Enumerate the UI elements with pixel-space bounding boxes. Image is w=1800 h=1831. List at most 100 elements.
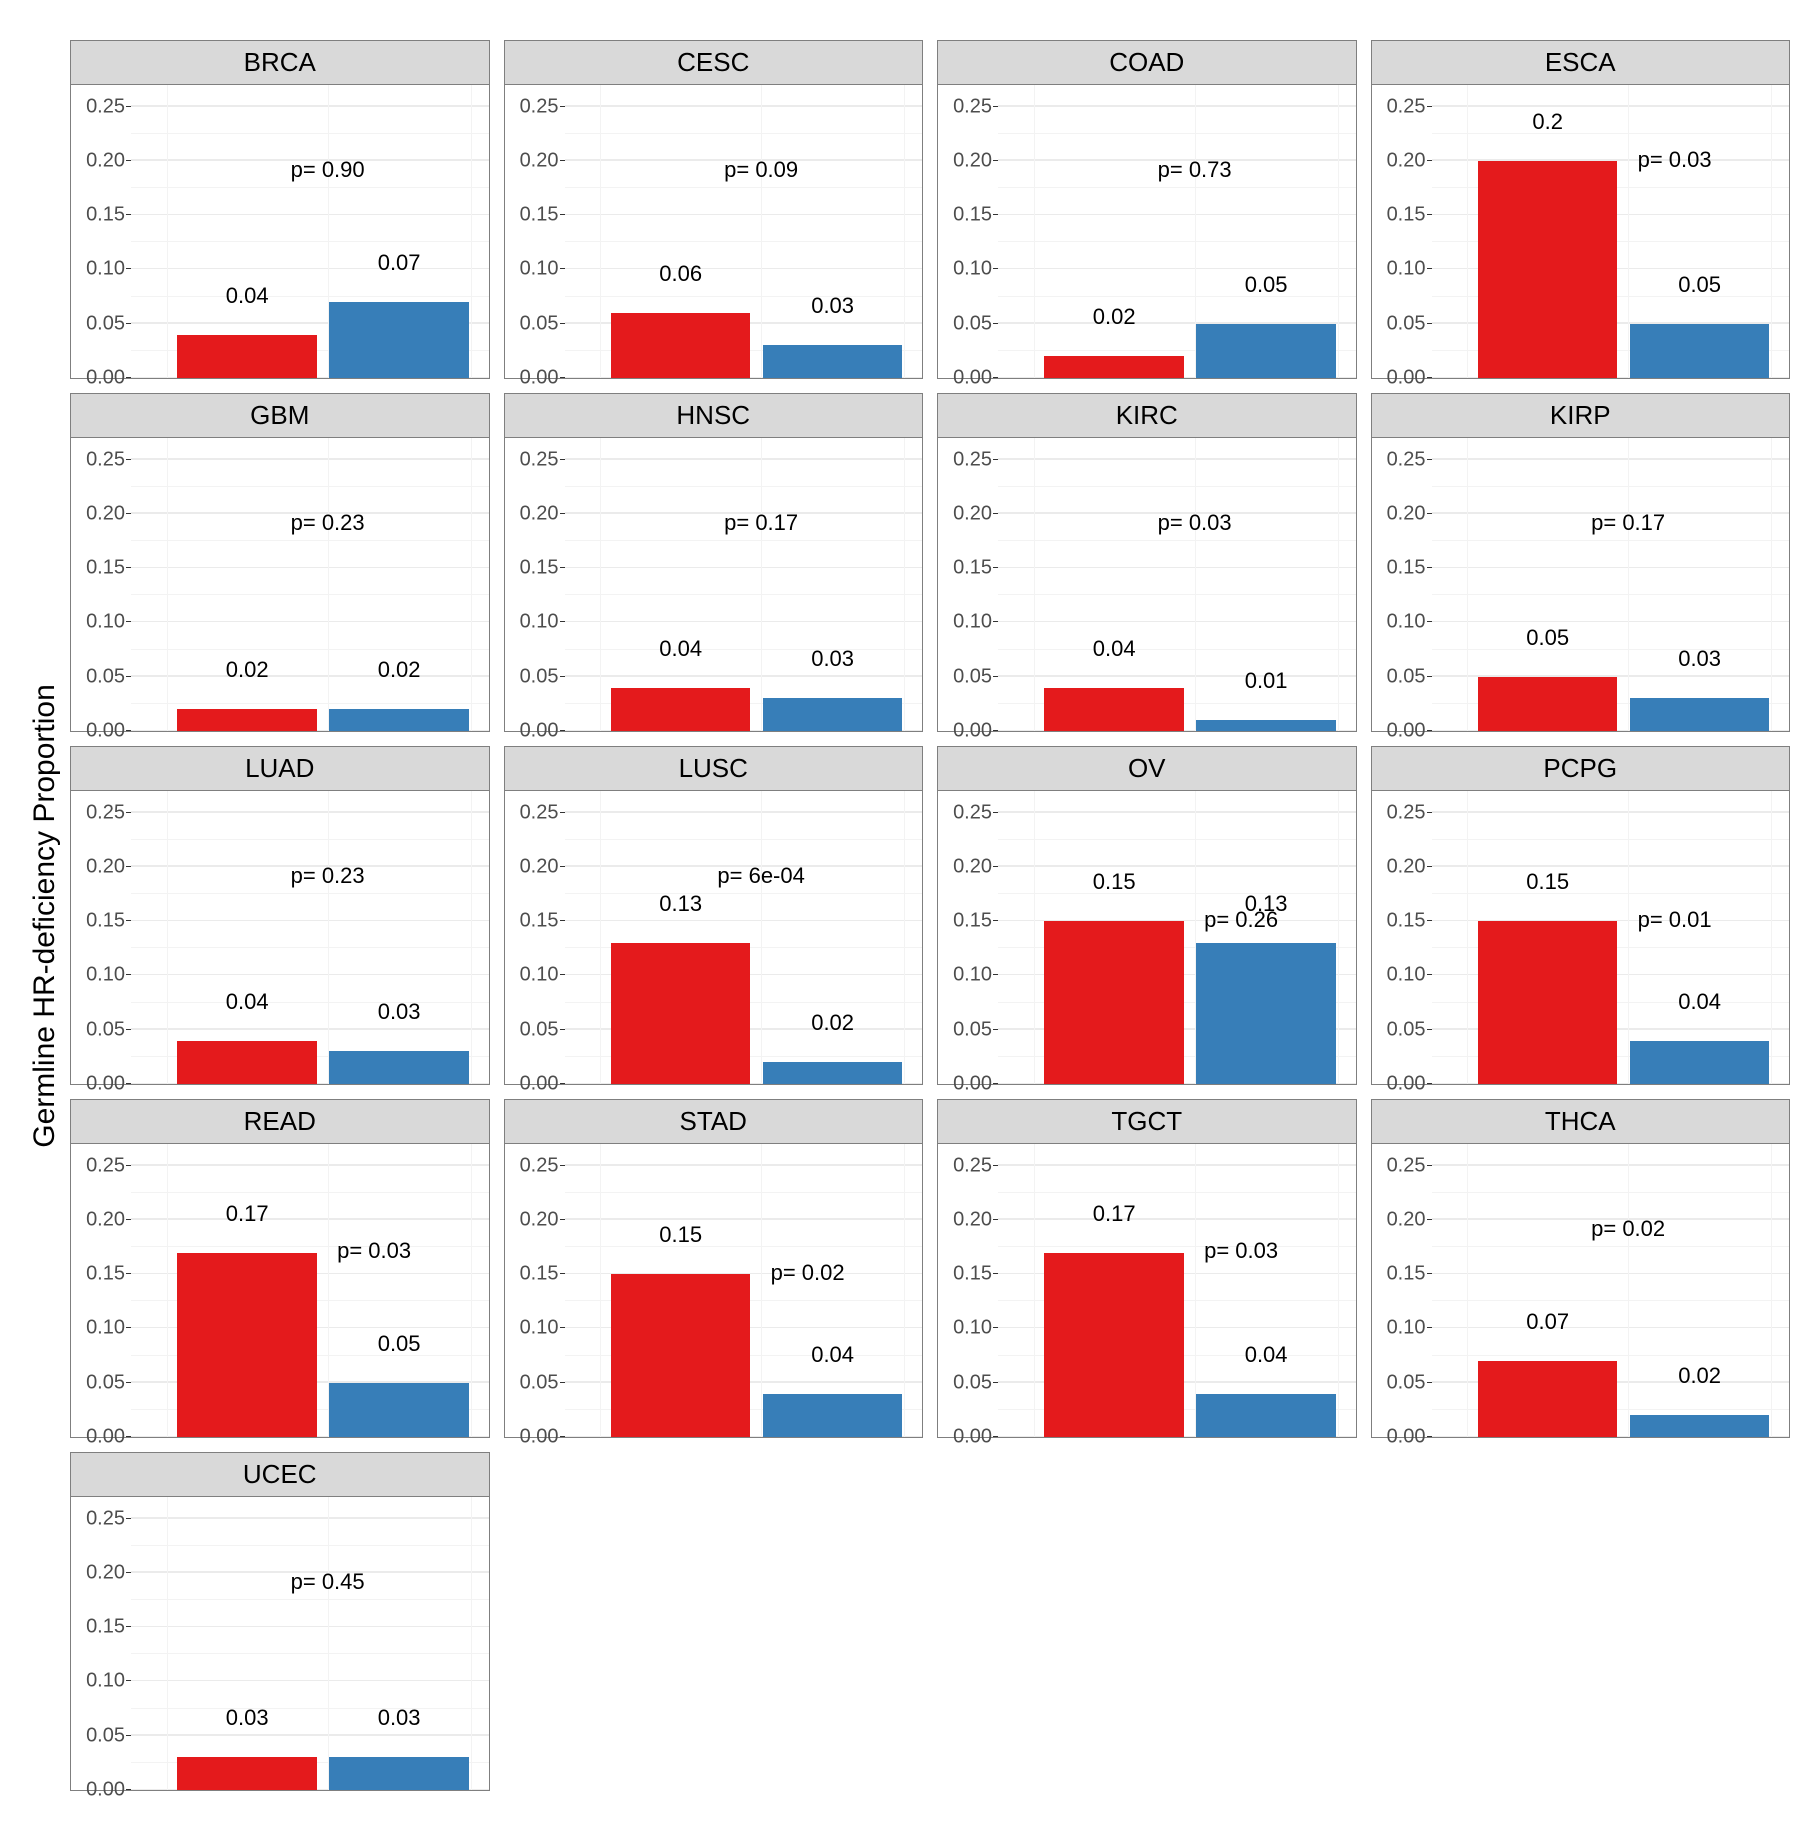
facet-strip: GBM bbox=[71, 394, 489, 438]
bar-value-label: 0.05 bbox=[1678, 272, 1721, 298]
facet-panel-READ: READ0.000.050.100.150.200.250.170.05p= 0… bbox=[70, 1099, 490, 1438]
y-tick-label: 0.05 bbox=[520, 1018, 559, 1041]
y-tick-label: 0.05 bbox=[86, 1018, 125, 1041]
bar-value-label: 0.03 bbox=[226, 1705, 269, 1731]
plot-area: 0.170.05p= 0.03 bbox=[131, 1144, 489, 1437]
bar-value-label: 0.15 bbox=[1526, 869, 1569, 895]
bar bbox=[1196, 720, 1335, 731]
y-tick-label: 0.05 bbox=[1387, 665, 1426, 688]
gridline-minor bbox=[565, 296, 923, 297]
y-tick-label: 0.10 bbox=[953, 1317, 992, 1340]
facet-strip: OV bbox=[938, 747, 1356, 791]
y-tick-label: 0.10 bbox=[1387, 611, 1426, 634]
facet-strip: UCEC bbox=[71, 1453, 489, 1497]
bar bbox=[611, 1274, 750, 1437]
gridline-vertical-minor bbox=[1771, 85, 1772, 378]
bar bbox=[1630, 324, 1769, 378]
y-tick-label: 0.15 bbox=[1387, 557, 1426, 580]
plot-wrap: 0.000.050.100.150.200.250.130.02p= 6e-04 bbox=[505, 791, 923, 1084]
y-tick-label: 0.05 bbox=[520, 665, 559, 688]
y-tick-label: 0.05 bbox=[520, 312, 559, 335]
gridline-minor bbox=[1432, 594, 1790, 595]
gridline-vertical-minor bbox=[1338, 85, 1339, 378]
y-tick-label: 0.25 bbox=[953, 448, 992, 471]
facet-strip: THCA bbox=[1372, 1100, 1790, 1144]
y-tick-label: 0.15 bbox=[520, 204, 559, 227]
plot-area: 0.130.02p= 6e-04 bbox=[565, 791, 923, 1084]
gridline-minor bbox=[565, 241, 923, 242]
gridline-minor bbox=[998, 1246, 1356, 1247]
gridline-major bbox=[131, 1734, 489, 1736]
bar bbox=[329, 1383, 468, 1437]
gridline-major bbox=[998, 1164, 1356, 1166]
p-value-label: p= 0.09 bbox=[724, 157, 798, 183]
y-axis-label: Germline HR-deficiency Proportion bbox=[28, 684, 62, 1148]
gridline-major bbox=[131, 675, 489, 677]
gridline-minor bbox=[998, 133, 1356, 134]
gridline-minor bbox=[131, 1002, 489, 1003]
gridline-major bbox=[565, 621, 923, 623]
plot-area: 0.040.03p= 0.17 bbox=[565, 438, 923, 731]
gridline-minor bbox=[998, 187, 1356, 188]
y-tick-label: 0.00 bbox=[86, 1779, 125, 1802]
y-tick-label: 0.20 bbox=[953, 149, 992, 172]
gridline-vertical-minor bbox=[600, 85, 601, 378]
y-tick-label: 0.10 bbox=[86, 1317, 125, 1340]
gridline-minor bbox=[1432, 540, 1790, 541]
gridline-vertical-minor bbox=[1628, 1144, 1629, 1437]
bar bbox=[177, 1253, 316, 1437]
plot-wrap: 0.000.050.100.150.200.250.040.03p= 0.17 bbox=[505, 438, 923, 731]
y-tick-label: 0.10 bbox=[86, 258, 125, 281]
gridline-major bbox=[998, 811, 1356, 813]
y-axis: 0.000.050.100.150.200.25 bbox=[938, 1144, 998, 1437]
gridline-major bbox=[1432, 1164, 1790, 1166]
bar bbox=[1196, 324, 1335, 378]
gridline-vertical-minor bbox=[1771, 791, 1772, 1084]
bar bbox=[763, 1394, 902, 1437]
bar-value-label: 0.03 bbox=[811, 646, 854, 672]
gridline-major bbox=[565, 458, 923, 460]
y-tick-label: 0.20 bbox=[520, 1208, 559, 1231]
facet-panel-COAD: COAD0.000.050.100.150.200.250.020.05p= 0… bbox=[937, 40, 1357, 379]
gridline-minor bbox=[131, 1599, 489, 1600]
bar bbox=[1630, 698, 1769, 731]
bar bbox=[1478, 677, 1617, 731]
bar-value-label: 0.06 bbox=[659, 261, 702, 287]
gridline-major bbox=[1432, 458, 1790, 460]
y-tick-label: 0.20 bbox=[520, 149, 559, 172]
y-axis-label-container: Germline HR-deficiency Proportion bbox=[20, 20, 70, 1811]
facet-strip: HNSC bbox=[505, 394, 923, 438]
p-value-label: p= 0.26 bbox=[1204, 907, 1278, 933]
y-tick-label: 0.15 bbox=[953, 1263, 992, 1286]
bar bbox=[329, 709, 468, 731]
facet-strip: KIRC bbox=[938, 394, 1356, 438]
y-tick-label: 0.25 bbox=[86, 95, 125, 118]
y-axis: 0.000.050.100.150.200.25 bbox=[71, 791, 131, 1084]
bar bbox=[1196, 943, 1335, 1084]
bar bbox=[763, 698, 902, 731]
gridline-major bbox=[565, 675, 923, 677]
gridline-vertical-minor bbox=[904, 85, 905, 378]
bar bbox=[329, 1051, 468, 1084]
gridline-minor bbox=[565, 540, 923, 541]
facet-panel-THCA: THCA0.000.050.100.150.200.250.070.02p= 0… bbox=[1371, 1099, 1791, 1438]
gridline-vertical-minor bbox=[471, 1497, 472, 1790]
y-tick-label: 0.05 bbox=[1387, 1371, 1426, 1394]
plot-wrap: 0.000.050.100.150.200.250.050.03p= 0.17 bbox=[1372, 438, 1790, 731]
y-tick-label: 0.20 bbox=[86, 1561, 125, 1584]
y-axis: 0.000.050.100.150.200.25 bbox=[938, 85, 998, 378]
y-tick-label: 0.25 bbox=[1387, 95, 1426, 118]
y-tick-label: 0.15 bbox=[953, 557, 992, 580]
plot-area: 0.150.13p= 0.26 bbox=[998, 791, 1356, 1084]
gridline-major bbox=[1432, 1327, 1790, 1329]
y-axis: 0.000.050.100.150.200.25 bbox=[1372, 85, 1432, 378]
gridline-minor bbox=[998, 839, 1356, 840]
gridline-major bbox=[998, 105, 1356, 107]
gridline-vertical-minor bbox=[167, 85, 168, 378]
y-tick-label: 0.05 bbox=[953, 1371, 992, 1394]
y-tick-label: 0.20 bbox=[953, 1208, 992, 1231]
gridline-vertical-minor bbox=[600, 791, 601, 1084]
bar-value-label: 0.02 bbox=[1093, 304, 1136, 330]
bar-value-label: 0.13 bbox=[659, 891, 702, 917]
y-axis: 0.000.050.100.150.200.25 bbox=[1372, 1144, 1432, 1437]
